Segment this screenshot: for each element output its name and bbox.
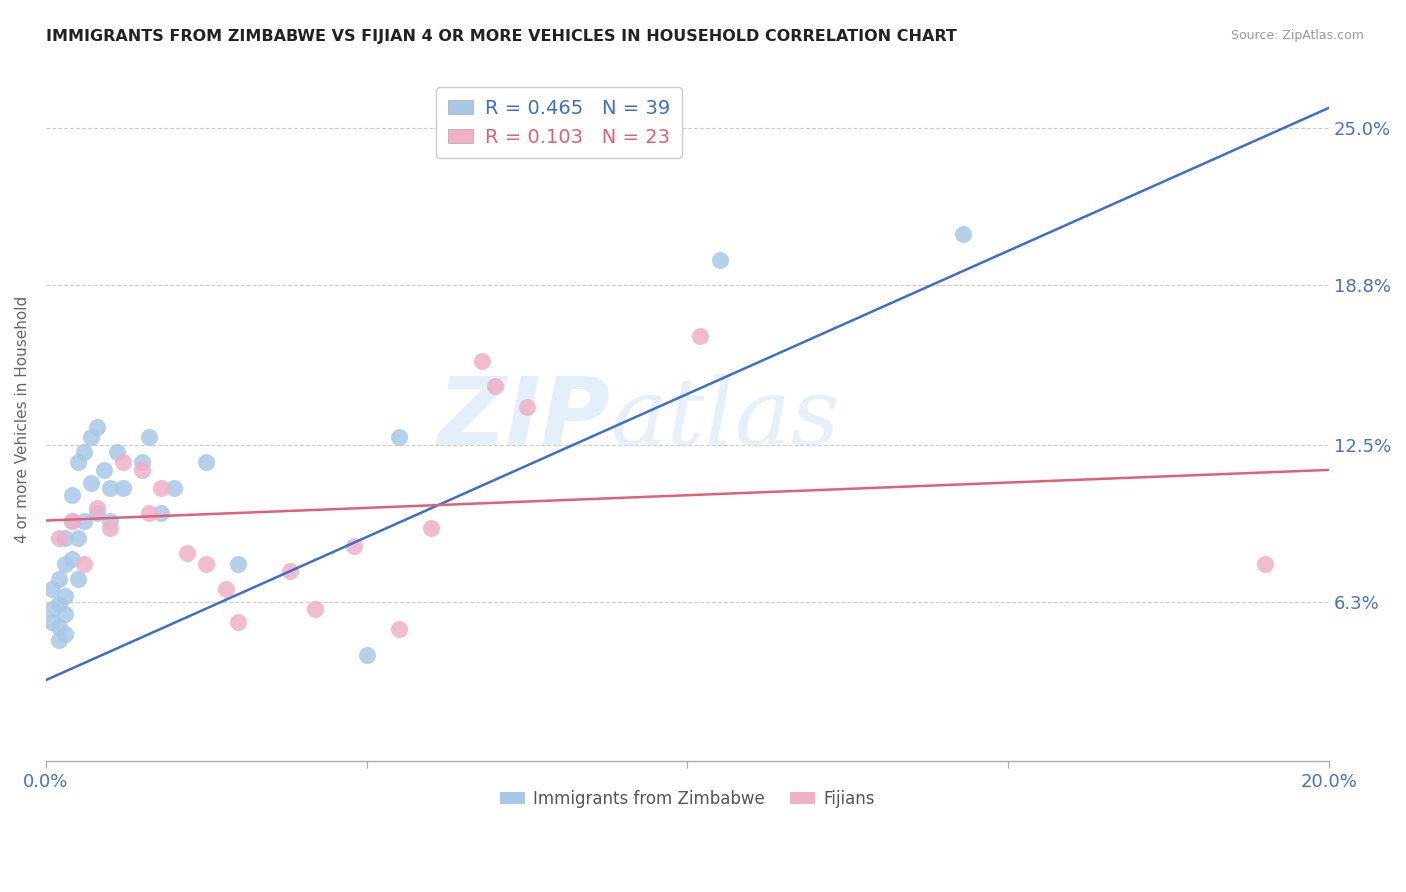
Text: Source: ZipAtlas.com: Source: ZipAtlas.com <box>1230 29 1364 43</box>
Point <box>86 420 108 434</box>
Point <box>105 445 128 459</box>
Point <box>419 521 441 535</box>
Point <box>60 551 83 566</box>
Point <box>138 506 160 520</box>
Point <box>67 572 90 586</box>
Point <box>111 455 134 469</box>
Point <box>150 506 173 520</box>
Point <box>41 582 63 596</box>
Point <box>356 648 378 662</box>
Point <box>73 445 96 459</box>
Point <box>1254 557 1277 571</box>
Point <box>48 531 70 545</box>
Point <box>471 354 494 368</box>
Point <box>48 632 70 647</box>
Point <box>67 455 90 469</box>
Point <box>228 615 250 629</box>
Y-axis label: 4 or more Vehicles in Household: 4 or more Vehicles in Household <box>15 295 30 543</box>
Text: atlas: atlas <box>610 375 839 464</box>
Point <box>67 531 90 545</box>
Point <box>343 539 366 553</box>
Point <box>689 328 711 343</box>
Text: ZIP: ZIP <box>437 373 610 466</box>
Point <box>195 557 218 571</box>
Point <box>98 514 121 528</box>
Point <box>48 620 70 634</box>
Point <box>53 557 76 571</box>
Point <box>388 623 411 637</box>
Point <box>73 514 96 528</box>
Point <box>278 564 301 578</box>
Point <box>73 557 96 571</box>
Point <box>60 488 83 502</box>
Point <box>80 430 103 444</box>
Point <box>48 572 70 586</box>
Point <box>93 463 115 477</box>
Point <box>41 615 63 629</box>
Point <box>150 481 173 495</box>
Point <box>60 514 83 528</box>
Point <box>131 463 153 477</box>
Point <box>86 500 108 515</box>
Point <box>48 597 70 611</box>
Point <box>228 557 250 571</box>
Point <box>53 590 76 604</box>
Point <box>86 506 108 520</box>
Point <box>388 430 411 444</box>
Text: IMMIGRANTS FROM ZIMBABWE VS FIJIAN 4 OR MORE VEHICLES IN HOUSEHOLD CORRELATION C: IMMIGRANTS FROM ZIMBABWE VS FIJIAN 4 OR … <box>46 29 957 45</box>
Point <box>98 521 121 535</box>
Point <box>214 582 236 596</box>
Point <box>53 531 76 545</box>
Point <box>41 602 63 616</box>
Point <box>111 481 134 495</box>
Point <box>60 514 83 528</box>
Point <box>484 379 506 393</box>
Point <box>53 607 76 622</box>
Point <box>176 546 198 560</box>
Point <box>131 455 153 469</box>
Legend: Immigrants from Zimbabwe, Fijians: Immigrants from Zimbabwe, Fijians <box>494 783 882 814</box>
Point <box>709 252 731 267</box>
Point <box>53 627 76 641</box>
Point <box>98 481 121 495</box>
Point <box>952 227 974 242</box>
Point <box>516 400 538 414</box>
Point <box>80 475 103 490</box>
Point <box>163 481 186 495</box>
Point <box>304 602 326 616</box>
Point <box>195 455 218 469</box>
Point <box>138 430 160 444</box>
